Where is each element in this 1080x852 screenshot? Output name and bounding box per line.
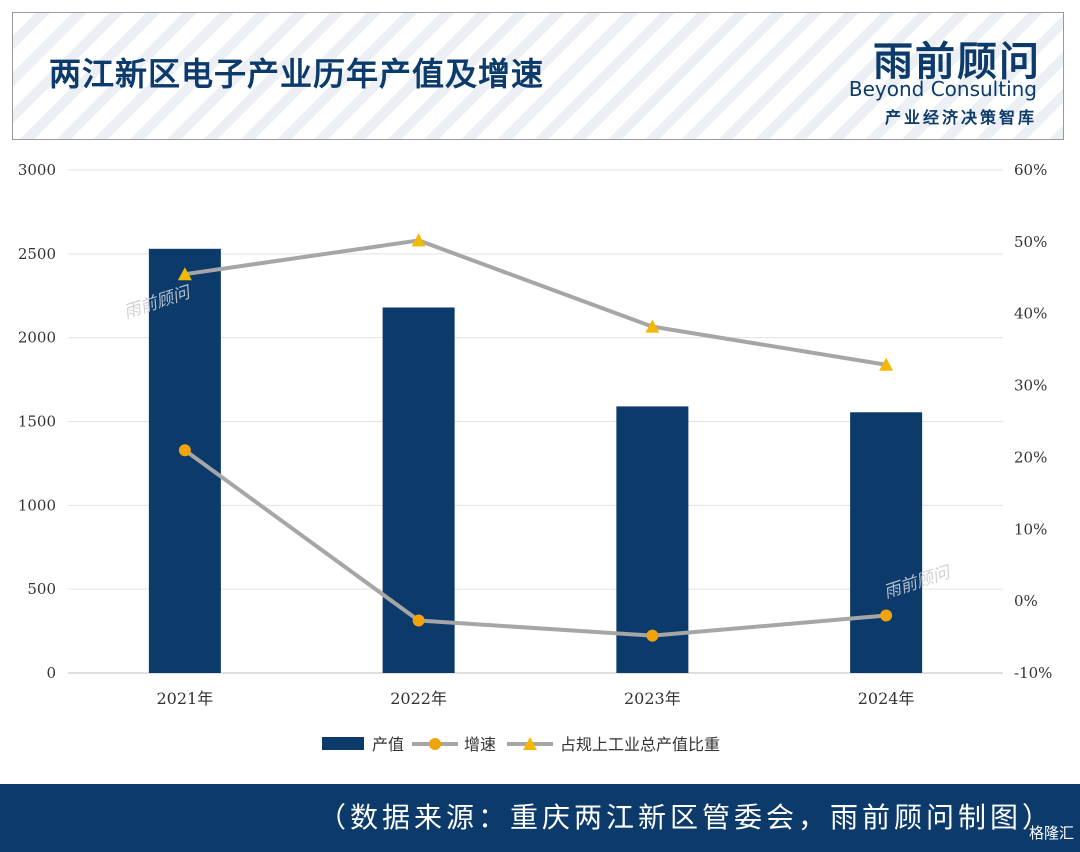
y-left-tick-label: 1500 [18,413,56,431]
y-right-tick-label: -10% [1014,664,1052,682]
x-tick-label: 2023年 [624,689,681,708]
y-right-tick-label: 10% [1014,520,1047,538]
bar-output-value [850,412,923,673]
y-right-tick-label: 60% [1014,161,1047,179]
logo-tagline: 产业经济决策智库 [884,108,1037,127]
data-source-note: （数据来源：重庆两江新区管委会，雨前顾问制图） [317,801,1054,834]
industrial-share-line [184,238,887,367]
industrial-share-marker [177,267,192,281]
y-right-tick-label: 30% [1014,377,1047,395]
legend-swatch-growth-marker [429,738,441,750]
header-banner: 两江新区电子产业历年产值及增速 雨前顾问 Beyond Consulting 产… [12,12,1064,140]
y-right-tick-label: 20% [1014,448,1047,466]
logo-chinese-name: 雨前顾问 [873,38,1041,85]
y-left-tick-label: 3000 [18,161,56,179]
y-left-tick-label: 2500 [18,245,56,263]
growth-rate-line [183,448,887,638]
industrial-share-marker [645,319,660,333]
publisher-badge: 格隆汇 [1028,824,1074,842]
y-left-tick-label: 0 [46,664,56,682]
industrial-share-marker [879,357,894,371]
growth-rate-marker [412,614,425,627]
chart-area: 0 500 1000 1500 2000 2500 3000 -10% 0% 10% 20% 30% 4… [18,161,1053,754]
x-tick-label: 2024年 [858,689,915,708]
growth-rate-marker [646,629,659,642]
x-tick-label: 2021年 [157,689,214,708]
x-tick-label: 2022年 [390,689,447,708]
y-left-tick-label: 1000 [18,496,56,514]
legend-swatch-output [322,737,364,750]
legend-label: 占规上工业总产值比重 [560,735,720,754]
y-right-tick-label: 0% [1014,592,1038,610]
legend-label: 产值 [372,735,404,754]
growth-rate-marker [178,444,191,457]
y-left-tick-label: 500 [27,580,56,598]
legend-swatch-share-marker [523,737,537,750]
legend-label: 增速 [464,735,496,754]
page-title: 两江新区电子产业历年产值及增速 [49,55,545,93]
growth-rate-marker [880,609,893,622]
industrial-share-marker [411,233,426,247]
bar-output-value [616,406,689,673]
y-right-tick-label: 40% [1014,305,1047,323]
y-left-tick-label: 2000 [18,329,56,347]
footer-bar: （数据来源：重庆两江新区管委会，雨前顾问制图） 格隆汇 [0,784,1080,852]
bar-output-value [382,307,455,673]
y-right-tick-label: 50% [1014,233,1047,251]
logo-english-name: Beyond Consulting [848,77,1037,101]
bar-output-value [148,248,221,673]
